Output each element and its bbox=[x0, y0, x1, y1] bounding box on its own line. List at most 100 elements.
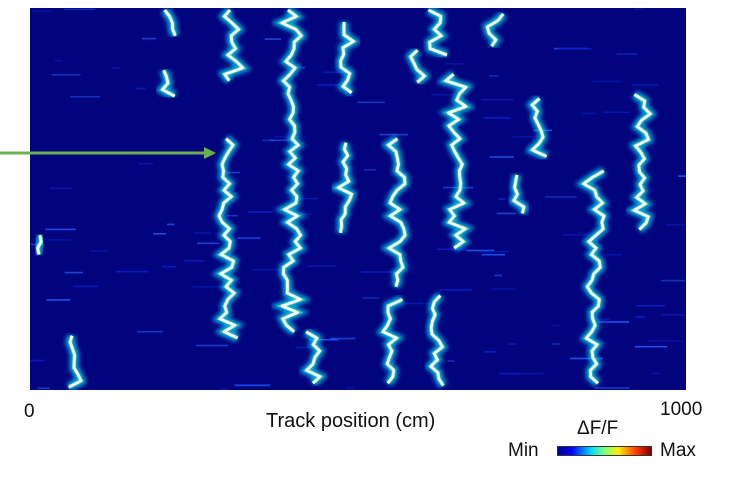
trace-line-t4 bbox=[161, 69, 176, 98]
colorbar-min-label: Min bbox=[508, 440, 539, 461]
background-streak bbox=[72, 285, 99, 288]
background-streak bbox=[269, 139, 296, 142]
background-streak bbox=[297, 197, 318, 200]
background-streak bbox=[557, 48, 592, 50]
trace-line-t17 bbox=[486, 13, 505, 47]
background-streak bbox=[323, 71, 349, 74]
background-streak bbox=[490, 288, 515, 290]
trace-line-t14 bbox=[427, 8, 448, 57]
background-streak bbox=[466, 249, 495, 252]
background-streak bbox=[552, 324, 560, 327]
background-streak bbox=[379, 133, 409, 136]
trace-line-t18 bbox=[512, 174, 526, 214]
background-streak bbox=[220, 388, 228, 390]
background-streak bbox=[498, 372, 522, 375]
background-streak bbox=[234, 384, 271, 387]
background-streak bbox=[395, 302, 430, 305]
background-streak bbox=[167, 223, 175, 226]
background-streak bbox=[37, 387, 50, 390]
background-streak bbox=[330, 337, 356, 340]
background-streak bbox=[363, 169, 376, 171]
background-streak bbox=[494, 274, 502, 277]
trace-line-t1 bbox=[36, 234, 43, 255]
background-streak bbox=[135, 87, 146, 90]
trace-line-t2 bbox=[68, 335, 83, 389]
background-streak bbox=[251, 268, 284, 271]
background-streak bbox=[484, 351, 496, 353]
background-streak bbox=[551, 343, 561, 345]
background-streak bbox=[141, 37, 157, 40]
background-streak bbox=[112, 67, 120, 69]
background-streak bbox=[634, 8, 645, 11]
background-streak bbox=[569, 357, 604, 360]
background-streak bbox=[514, 372, 544, 375]
background-streak bbox=[647, 340, 682, 342]
trace-line-t13 bbox=[409, 49, 426, 84]
background-streak bbox=[661, 279, 686, 282]
background-streak bbox=[432, 93, 456, 96]
background-streak bbox=[544, 196, 577, 198]
background-streak bbox=[162, 265, 176, 268]
background-streak bbox=[136, 330, 163, 333]
colorbar bbox=[557, 446, 652, 456]
background-streak bbox=[49, 187, 73, 190]
background-streak bbox=[90, 250, 109, 252]
background-streak bbox=[262, 139, 275, 142]
heatmap-panel bbox=[30, 8, 686, 390]
background-streak bbox=[678, 175, 686, 177]
background-streak bbox=[184, 260, 204, 262]
background-streak bbox=[316, 84, 342, 86]
background-streak bbox=[237, 237, 261, 239]
background-streak bbox=[597, 318, 610, 321]
background-streak bbox=[45, 228, 76, 231]
background-streak bbox=[264, 38, 281, 40]
background-streak bbox=[361, 271, 396, 273]
background-streak bbox=[652, 372, 660, 375]
background-streak bbox=[36, 239, 71, 241]
background-streak bbox=[283, 196, 294, 199]
arrow-head bbox=[204, 147, 216, 159]
background-streak bbox=[439, 289, 472, 291]
background-streak bbox=[479, 250, 510, 253]
background-streak bbox=[598, 321, 629, 323]
colorbar-title: ΔF/F bbox=[577, 418, 619, 439]
background-streak bbox=[225, 171, 241, 174]
background-streak bbox=[581, 112, 597, 115]
trace-line-t20 bbox=[582, 169, 606, 385]
background-streak bbox=[481, 98, 514, 101]
background-streak bbox=[295, 346, 319, 349]
background-streak bbox=[248, 211, 273, 213]
trace-line-t5 bbox=[217, 137, 239, 340]
background-streak bbox=[345, 387, 354, 390]
background-streak bbox=[444, 63, 465, 65]
background-streak bbox=[636, 305, 666, 307]
background-streak bbox=[30, 359, 45, 362]
background-streak bbox=[595, 387, 630, 389]
background-streak bbox=[138, 162, 154, 165]
arrow-annotation bbox=[0, 147, 216, 159]
background-streak bbox=[192, 286, 226, 288]
background-streak bbox=[70, 95, 101, 98]
background-streak bbox=[635, 316, 645, 318]
background-streak bbox=[483, 117, 511, 119]
trace-line-t8 bbox=[305, 330, 322, 385]
background-streak bbox=[46, 299, 71, 301]
background-streak bbox=[54, 59, 63, 62]
background-streak bbox=[115, 270, 149, 273]
trace-line-t11 bbox=[387, 137, 407, 288]
background-streak bbox=[489, 156, 514, 158]
trace-line-t15 bbox=[444, 73, 468, 250]
trace-line-t3 bbox=[163, 9, 177, 37]
background-streak bbox=[496, 212, 516, 215]
background-streak bbox=[512, 136, 540, 138]
background-streak bbox=[308, 338, 339, 341]
x-tick-min: 0 bbox=[24, 401, 35, 422]
background-streak bbox=[661, 314, 686, 316]
background-streak bbox=[51, 74, 81, 76]
trace-line-t21 bbox=[632, 93, 652, 231]
background-streak bbox=[508, 343, 517, 345]
heatmap-background bbox=[30, 8, 686, 390]
background-streak bbox=[226, 214, 239, 217]
trace-line-t9 bbox=[339, 22, 355, 94]
